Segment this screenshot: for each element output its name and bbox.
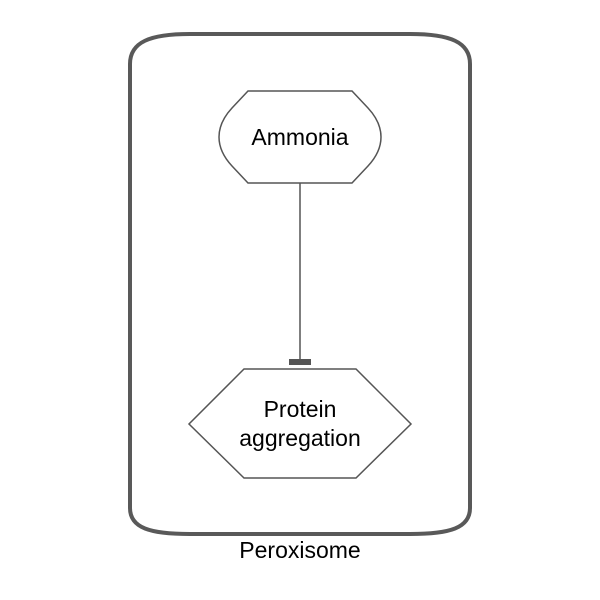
protein-aggregation-shape	[187, 368, 413, 479]
compartment-label: Peroxisome	[239, 537, 360, 563]
inhibition-bar	[289, 359, 311, 365]
ammonia-label: Ammonia	[251, 124, 348, 150]
inhibition-edge	[289, 183, 311, 365]
peroxisome-compartment: Peroxisome	[128, 32, 472, 563]
protein-aggregation-label-line1: Protein	[264, 396, 337, 422]
node-protein-aggregation[interactable]: Protein aggregation	[187, 368, 413, 479]
node-ammonia[interactable]: Ammonia	[218, 90, 382, 184]
protein-aggregation-label-line2: aggregation	[239, 425, 361, 451]
compartment-border	[128, 32, 472, 536]
ammonia-shape	[218, 90, 382, 184]
